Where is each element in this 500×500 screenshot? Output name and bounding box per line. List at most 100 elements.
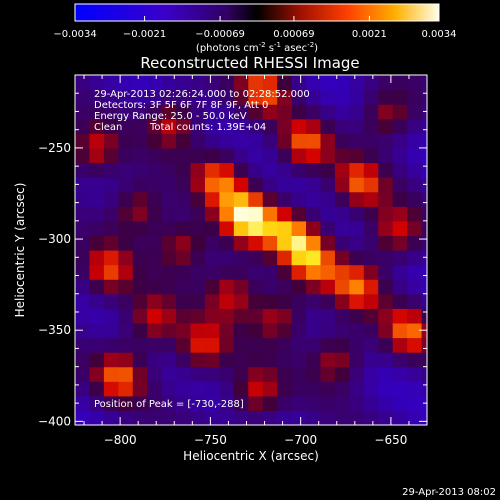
heatmap-cell — [248, 410, 264, 425]
heatmap-cell — [118, 381, 134, 397]
heatmap-cell — [277, 75, 293, 91]
heatmap-cell — [392, 147, 408, 164]
colorbar-tick-label: −0.0034 — [53, 29, 96, 40]
heatmap-cell — [334, 147, 350, 164]
heatmap-cell — [103, 220, 119, 237]
y-axis-ticks: −250 −300 −350 −400 — [38, 74, 427, 428]
heatmap-cell — [204, 410, 221, 425]
heatmap-cell — [89, 220, 105, 237]
heatmap-cell — [89, 337, 105, 353]
heatmap-cell — [407, 250, 423, 266]
heatmap-cell — [291, 162, 307, 178]
heatmap-cell — [103, 235, 119, 251]
heatmap-cell — [147, 352, 163, 368]
heatmap-cell — [262, 89, 278, 105]
heatmap-cell — [219, 381, 235, 397]
heatmap-cell — [219, 308, 235, 324]
heatmap-cell — [219, 89, 235, 105]
heatmap-cell — [219, 220, 235, 237]
heatmap-cell — [363, 133, 379, 149]
heatmap-cell — [320, 104, 336, 120]
heatmap-cell — [176, 366, 192, 382]
heatmap-cell — [132, 104, 148, 120]
heatmap-cell — [320, 395, 336, 412]
heatmap-cell — [291, 352, 307, 368]
heatmap-cell — [248, 250, 264, 266]
heatmap-cell — [75, 89, 91, 105]
heatmap-cell — [407, 177, 423, 193]
y-tick-label: −350 — [38, 323, 71, 337]
heatmap-cell — [176, 352, 192, 368]
heatmap-cell — [421, 410, 427, 425]
heatmap-cell — [363, 118, 379, 134]
heatmap-cell — [89, 162, 105, 178]
heatmap-cell — [161, 206, 177, 222]
x-axis-ticks: −800 −750 −700 −650 — [83, 75, 428, 447]
heatmap-cell — [89, 206, 105, 222]
heatmap-cell — [248, 352, 264, 368]
heatmap-cell — [147, 322, 163, 339]
heatmap-cell — [277, 177, 293, 193]
heatmap-cell — [392, 235, 408, 251]
colorbar-tick-label: −0.0021 — [123, 29, 166, 40]
heatmap-cell — [363, 250, 379, 266]
heatmap-cell — [75, 177, 91, 193]
heatmap-cell — [147, 104, 163, 120]
heatmap-cell — [161, 89, 177, 105]
heatmap-cell — [262, 104, 278, 120]
heatmap-cell — [233, 381, 249, 397]
heatmap-cell — [248, 293, 264, 309]
heatmap-cell — [103, 206, 119, 222]
heatmap-cell — [306, 352, 322, 368]
heatmap-cell — [291, 293, 307, 309]
heatmap-cell — [132, 177, 148, 193]
heatmap-cell — [176, 381, 192, 397]
heatmap-cell — [378, 395, 394, 412]
heatmap-cell — [421, 133, 427, 149]
heatmap-cell — [363, 366, 379, 382]
heatmap-cell — [407, 75, 423, 91]
heatmap-cell — [219, 162, 235, 178]
heatmap-cell — [233, 177, 249, 193]
heatmap-cell — [306, 220, 322, 237]
colorbar-tick-label: 0.00069 — [273, 29, 314, 40]
heatmap-cell — [190, 264, 206, 280]
heatmap-cell — [204, 395, 221, 412]
heatmap-cell — [291, 410, 307, 425]
heatmap-cell — [161, 381, 177, 397]
heatmap-cell — [349, 308, 365, 324]
heatmap-cell — [190, 89, 206, 105]
x-tick-label: −650 — [374, 433, 407, 447]
heatmap-cell — [132, 220, 148, 237]
heatmap-cell — [392, 133, 408, 149]
heatmap-cell — [334, 410, 350, 425]
heatmap-cell — [75, 410, 91, 425]
heatmap-cell — [176, 104, 192, 120]
heatmap-cell — [233, 191, 249, 207]
heatmap-cell — [306, 75, 322, 91]
heatmap-cell — [320, 118, 336, 134]
heatmap-cell — [118, 250, 134, 266]
heatmap-cell — [147, 293, 163, 309]
heatmap-cell — [219, 133, 235, 149]
heatmap-cell — [147, 147, 163, 164]
heatmap-cell — [118, 264, 134, 280]
heatmap-cell — [262, 352, 278, 368]
heatmap-cell — [176, 235, 192, 251]
heatmap-cell — [277, 264, 293, 280]
heatmap-cell — [277, 410, 293, 425]
heatmap-cell — [248, 89, 264, 105]
heatmap-cell — [89, 366, 105, 382]
heatmap-cell — [306, 104, 322, 120]
heatmap-cell — [147, 206, 163, 222]
annotation-detectors: Detectors: 3F 5F 6F 7F 8F 9F, Att 0 — [94, 100, 268, 111]
heatmap-cell — [349, 104, 365, 120]
heatmap-cell — [334, 235, 350, 251]
heatmap-cell — [349, 191, 365, 207]
heatmap-cell — [334, 381, 350, 397]
heatmap-cell — [334, 75, 350, 91]
heatmap-cell — [349, 410, 365, 425]
heatmap-cell — [132, 191, 148, 207]
heatmap-cell — [277, 206, 293, 222]
heatmap-cell — [378, 279, 394, 295]
